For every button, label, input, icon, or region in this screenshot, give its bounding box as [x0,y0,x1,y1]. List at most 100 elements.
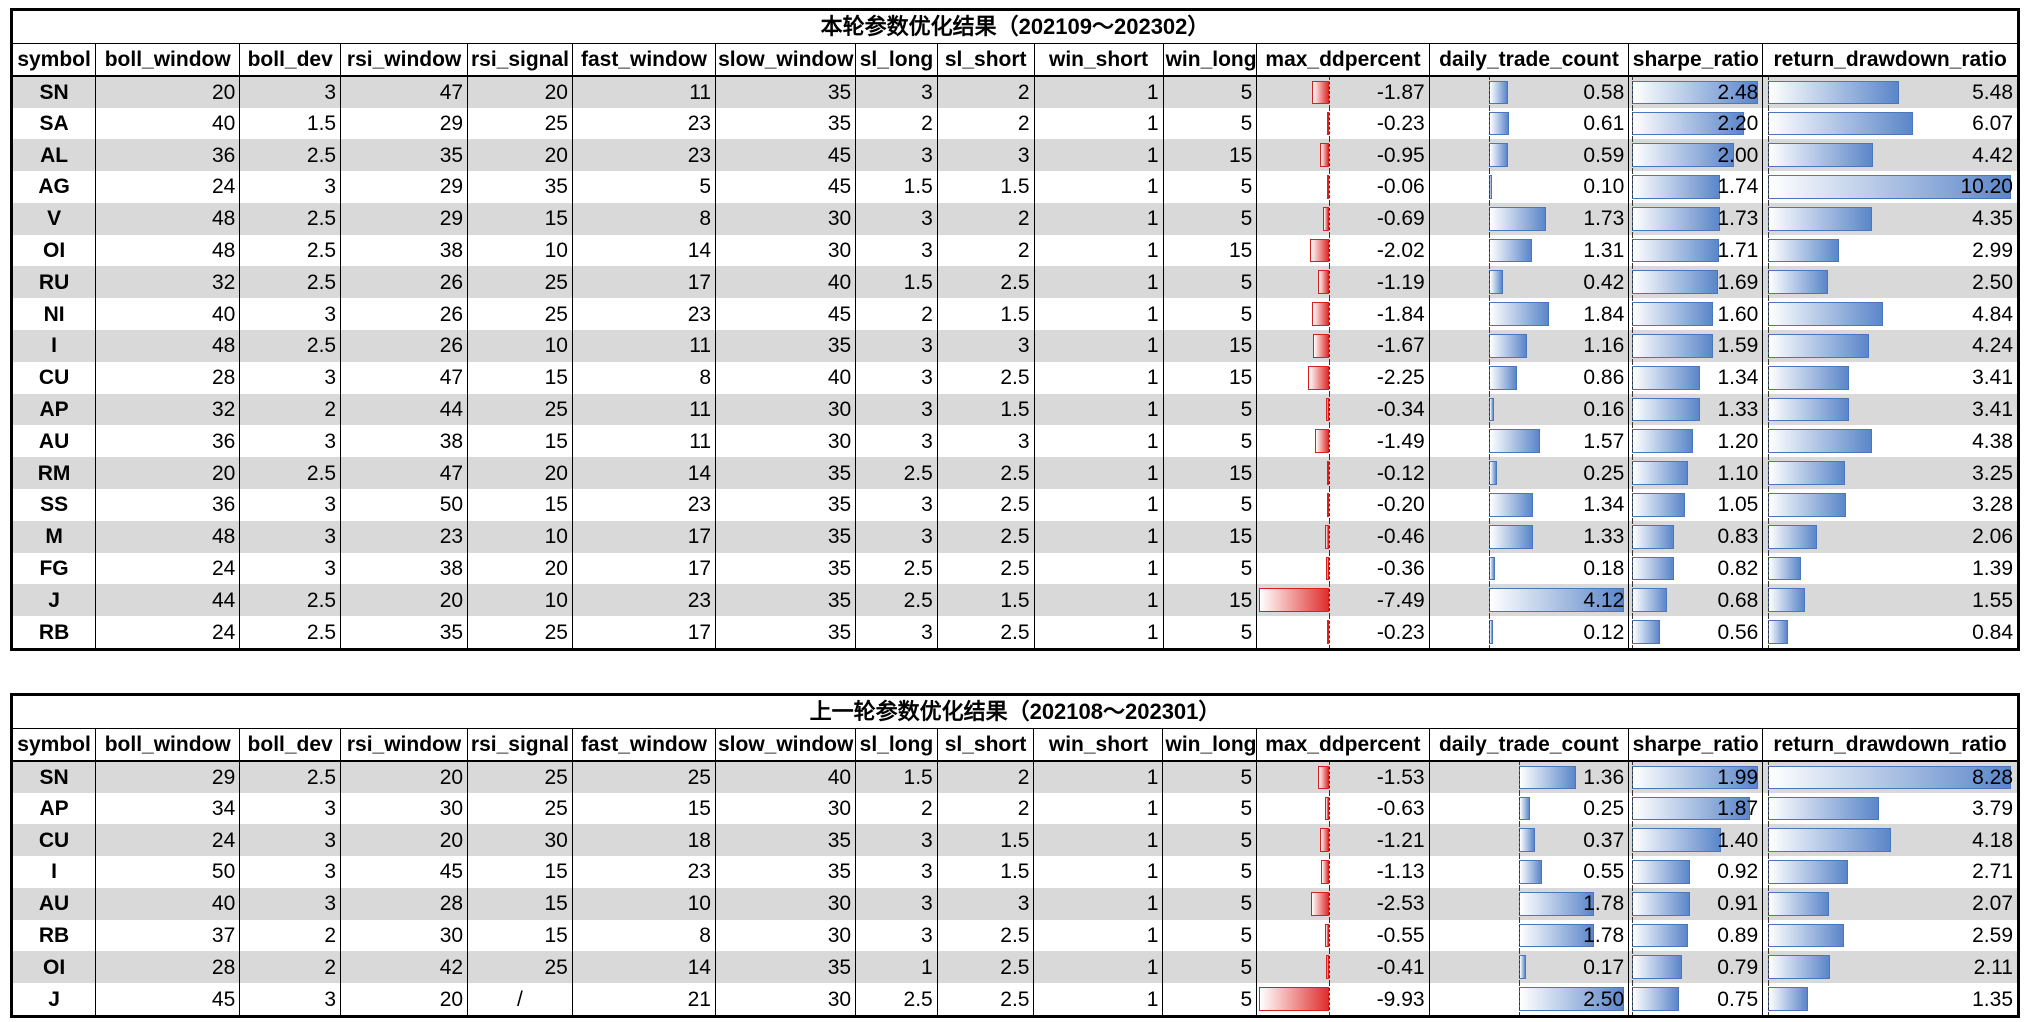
symbol-cell: AG [13,171,97,203]
bar-axis [1632,425,1634,458]
symbol-cell: M [13,520,97,553]
positive-data-bar [1488,270,1503,295]
table-cell: -1.53 [1256,760,1430,793]
column-header: rsi_signal [467,43,573,77]
cell-value: 3.41 [1972,398,2013,422]
bar-axis [1329,584,1331,617]
table-cell: 24 [95,552,241,585]
table-cell: 15 [1163,584,1258,617]
table-cell: 0.55 [1429,856,1630,888]
table-cell: 1 [1034,202,1164,235]
symbol-cell: SN [13,75,97,108]
table-cell: 1 [1034,298,1164,331]
cell-value: 0.59 [1583,143,1625,167]
cell-value: 2.59 [1972,924,2013,948]
cell-value: -1.53 [1376,765,1425,789]
column-header: rsi_window [340,43,469,77]
table-row: RB 24 2.5 35 25 17 35 3 2.5 1 5 -0.23 0.12 0.56 0.84 [13,616,2017,649]
positive-data-bar [1768,620,1789,645]
table-cell: 25 [572,760,716,793]
table-cell: 2.5 [937,616,1035,649]
positive-data-bar [1768,429,1873,454]
table-cell: 3.79 [1763,792,2017,825]
positive-data-bar [1632,987,1680,1012]
positive-data-bar [1632,891,1691,916]
table-cell: 5 [1162,856,1258,888]
symbol-cell: AL [13,139,97,172]
column-header: sharpe_ratio [1628,728,1764,762]
table-cell: 3 [855,919,938,952]
bar-axis [1329,457,1331,490]
bar-axis [1632,489,1634,521]
positive-data-bar [1518,765,1576,789]
cell-value: 2.48 [1717,80,1759,104]
table-cell: 1.5 [937,856,1035,888]
table-cell: 15 [467,361,573,394]
bar-axis [1768,361,1770,394]
positive-data-bar [1632,828,1722,853]
table-cell: 5.48 [1762,75,2017,108]
table-cell: 3 [855,361,938,394]
symbol-cell: OI [13,234,97,267]
table-cell: 1.59 [1628,330,1764,362]
bar-axis [1488,616,1490,649]
negative-data-bar [1259,588,1330,613]
table-cell: 1 [1034,489,1164,521]
bar-axis [1768,202,1770,235]
table-cell: -2.53 [1256,887,1430,920]
table-cell: 10 [572,887,716,920]
table-cell: 1.39 [1763,552,2017,585]
bar-axis [1768,457,1770,490]
bar-axis [1488,425,1490,458]
table-cell: 28 [95,361,241,394]
positive-data-bar [1632,429,1694,454]
bar-axis [1518,983,1520,1016]
table-cell: 1.5 [937,298,1035,331]
table-cell: 30 [715,919,857,952]
table-cell: 15 [467,489,573,521]
cell-value: 0.91 [1717,892,1759,916]
table-cell: 3 [239,75,342,108]
positive-data-bar [1632,302,1714,327]
table-cell: 15 [467,856,573,888]
symbol-cell: AP [13,393,97,426]
cell-value: 1.35 [1972,987,2013,1011]
cell-value: 1.87 [1717,796,1759,820]
negative-data-bar [1323,206,1330,231]
table-cell: 3 [239,792,342,825]
table-cell: 2.5 [239,234,342,267]
bar-axis [1632,792,1634,825]
table-cell: 1 [855,951,938,984]
negative-data-bar [1318,270,1330,295]
table-cell: 35 [715,951,857,984]
table-cell: 2.5 [239,202,342,235]
table-cell: -0.23 [1256,616,1430,649]
positive-data-bar [1768,588,1806,613]
cell-value: 2.71 [1972,860,2013,884]
negative-data-bar [1312,80,1330,104]
table-cell: 11 [572,393,717,426]
table-cell: 23 [572,298,717,331]
column-header: slow_window [715,728,857,762]
bar-axis [1488,298,1490,331]
cell-value: 2.07 [1972,892,2013,916]
table-cell: 3 [855,824,938,857]
bar-axis [1632,761,1634,793]
cell-value: -2.02 [1376,239,1425,263]
bar-axis [1768,824,1770,857]
column-header: boll_dev [239,728,342,762]
table-cell: 47 [340,75,469,108]
table-row: AG 24 3 29 35 5 45 1.5 1.5 1 5 -0.06 0.10 1.74 10.20 [13,171,2017,203]
table-cell: 8 [572,919,716,952]
positive-data-bar [1632,461,1689,486]
table-cell: -1.13 [1256,856,1430,888]
table-cell: 5 [1163,298,1258,331]
table-cell: 0.25 [1429,792,1630,825]
positive-data-bar [1488,206,1546,231]
positive-data-bar [1488,461,1497,486]
cell-value: -2.25 [1376,366,1425,390]
negative-data-bar [1320,143,1330,168]
table-cell: 30 [715,234,857,267]
bar-axis [1329,107,1331,140]
bar-axis [1632,361,1634,394]
